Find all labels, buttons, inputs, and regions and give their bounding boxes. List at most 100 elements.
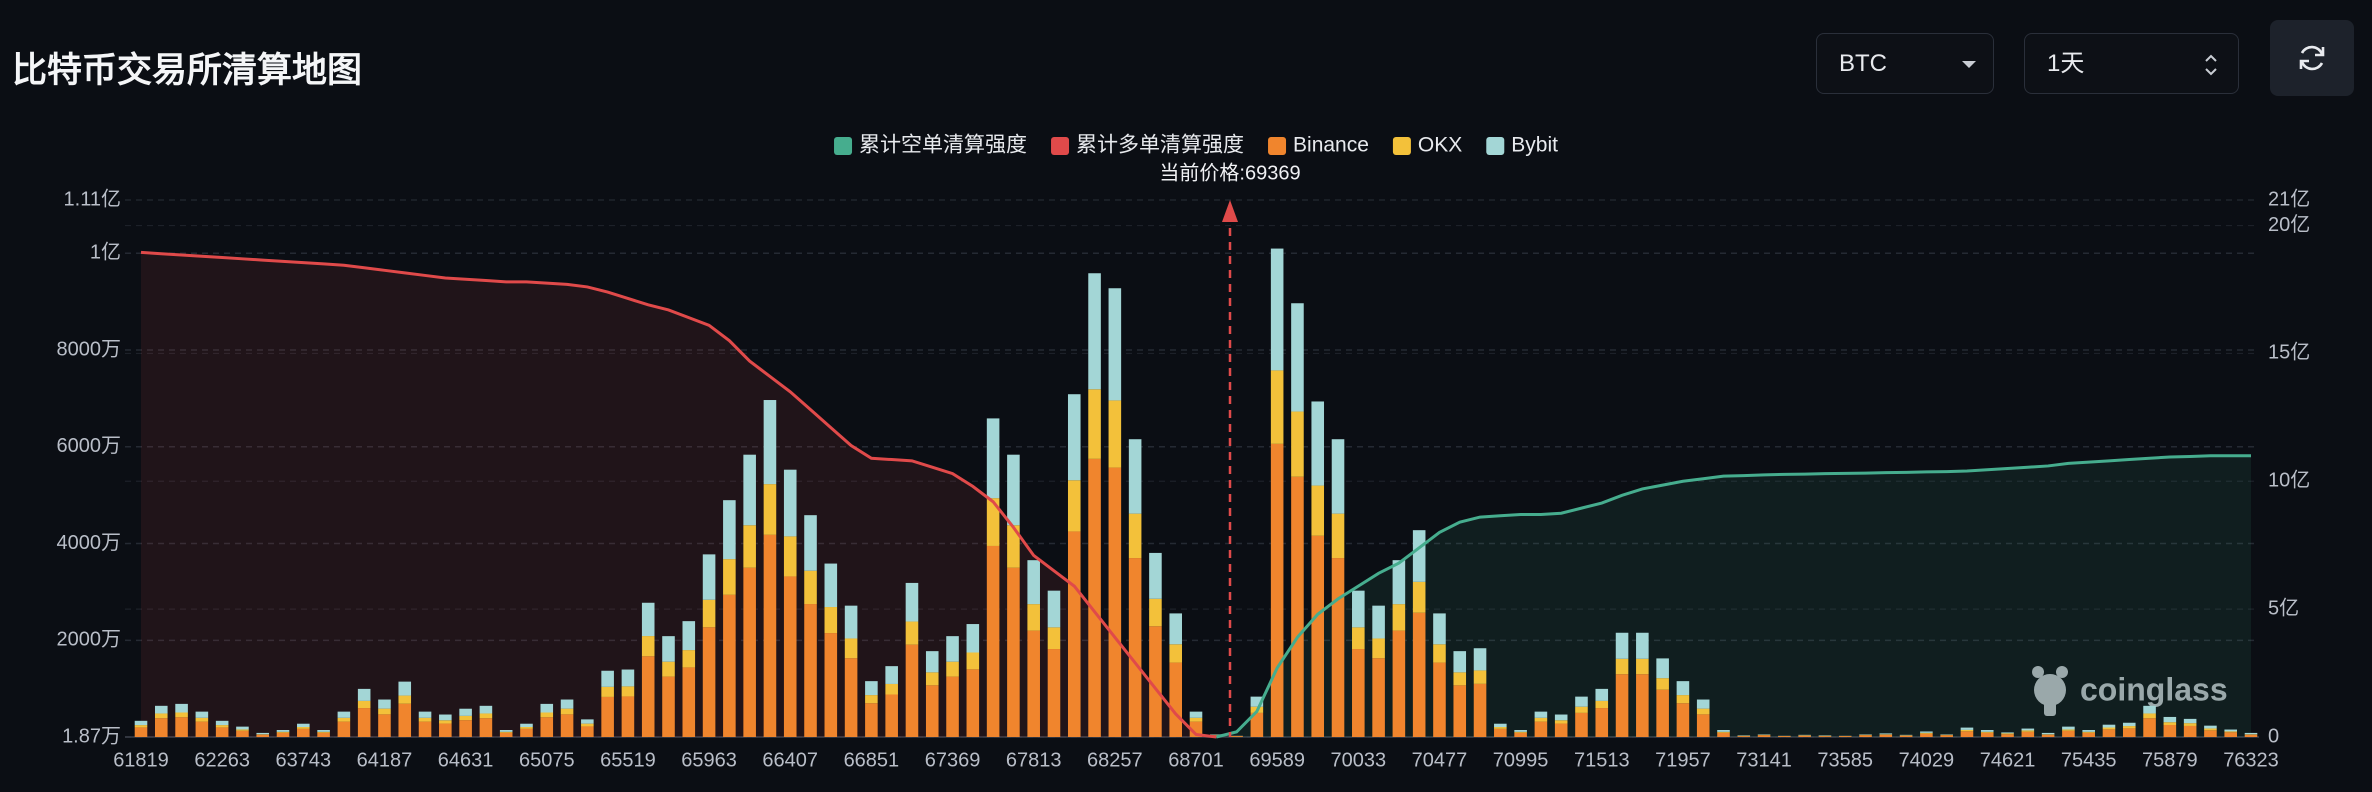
bar-segment xyxy=(601,686,614,697)
bar-segment xyxy=(763,484,777,535)
labels-layer: 1.87万 2000万 4000万 6000万 8000万 1亿 1.11亿 0 5亿 10亿 15… xyxy=(57,134,2311,772)
bar-segment xyxy=(1534,711,1548,718)
refresh-button[interactable] xyxy=(2270,20,2354,96)
bar-segment xyxy=(1067,394,1081,481)
bar-segment xyxy=(1372,605,1385,639)
bar-segment xyxy=(1270,443,1284,737)
bar-segment xyxy=(925,651,939,673)
bar-segment xyxy=(986,545,1000,737)
bar-segment xyxy=(276,730,290,732)
x-tick-label: 68701 xyxy=(1168,749,1224,771)
bar-segment xyxy=(357,700,371,709)
bar-segment xyxy=(1615,674,1629,737)
x-tick-label: 67813 xyxy=(1006,749,1062,771)
current-price-label: 当前价格:69369 xyxy=(1159,161,1300,184)
bar-segment xyxy=(378,699,391,709)
bar-segment xyxy=(1757,735,1771,737)
bar-segment xyxy=(2224,731,2238,733)
bar-segment xyxy=(2122,728,2136,737)
bar-segment xyxy=(2204,725,2217,729)
bar-segment xyxy=(804,604,817,737)
bar-segment xyxy=(2122,726,2136,729)
bar-segment xyxy=(195,721,209,737)
bar-segment xyxy=(581,719,594,724)
legend-swatch xyxy=(1392,137,1411,155)
bar-segment xyxy=(2224,732,2238,737)
bar-segment xyxy=(2244,734,2258,737)
bar-segment xyxy=(662,676,675,737)
bar-segment xyxy=(1615,632,1629,659)
bar-segment xyxy=(2062,729,2075,731)
bar-segment xyxy=(723,559,736,595)
bar-segment xyxy=(2021,728,2035,731)
bar-segment xyxy=(1980,732,1994,737)
bar-segment xyxy=(1352,649,1365,737)
watermark: coinglass xyxy=(2032,666,2228,716)
bar-segment xyxy=(702,599,716,628)
bar-segment xyxy=(1696,714,1710,737)
bar-segment xyxy=(1169,644,1183,663)
bar-segment xyxy=(1047,649,1061,737)
bar-segment xyxy=(236,730,249,737)
interval-select[interactable]: 1天 xyxy=(2024,33,2239,94)
bar-segment xyxy=(1291,476,1304,737)
bar-segment xyxy=(1352,627,1365,650)
bar-segment xyxy=(946,636,959,662)
bar-segment xyxy=(865,703,878,737)
symbol-select[interactable]: BTC xyxy=(1816,33,1994,94)
bar-segment xyxy=(2001,732,2014,734)
bar-segment xyxy=(743,567,756,737)
bar-segment xyxy=(1575,712,1588,737)
bar-segment xyxy=(986,498,1000,546)
bar-segment xyxy=(1270,370,1284,444)
bar-segment xyxy=(824,563,838,608)
bar-segment xyxy=(1250,696,1264,707)
bar-segment xyxy=(925,685,939,737)
interval-value: 1天 xyxy=(2047,50,2085,77)
page-title: 比特币交易所清算地图 xyxy=(12,51,363,90)
bar-segment xyxy=(499,731,513,733)
bar-segment xyxy=(743,454,756,526)
x-tick-label: 65075 xyxy=(519,749,575,771)
bar-segment xyxy=(1027,560,1040,605)
bar-segment xyxy=(1615,658,1629,675)
bar-segment xyxy=(763,400,777,485)
bar-segment xyxy=(398,695,412,704)
bar-segment xyxy=(1128,513,1142,559)
bar-segment xyxy=(865,695,878,704)
bar-segment xyxy=(1676,695,1690,704)
bar-segment xyxy=(1595,708,1609,737)
bar-segment xyxy=(1311,401,1325,486)
bar-segment xyxy=(723,500,736,560)
bar-segment xyxy=(520,723,533,728)
y2-tick-label: 5亿 xyxy=(2268,596,2299,619)
bar-segment xyxy=(378,714,391,737)
bar-segment xyxy=(1291,411,1304,477)
bars-layer xyxy=(134,248,2258,737)
bar-segment xyxy=(154,713,168,719)
bar-segment xyxy=(276,731,290,733)
bar-segment xyxy=(1534,717,1548,722)
bar-segment xyxy=(844,658,858,737)
bar-segment xyxy=(1514,730,1527,732)
bar-segment xyxy=(885,694,898,737)
bar-segment xyxy=(215,727,229,737)
bar-segment xyxy=(1494,728,1507,737)
bar-segment xyxy=(905,582,919,622)
bar-segment xyxy=(1311,485,1325,536)
bar-segment xyxy=(1960,729,1974,732)
bar-segment xyxy=(276,732,290,737)
bar-segment xyxy=(601,696,614,737)
bar-segment xyxy=(1189,711,1203,718)
bar-segment xyxy=(1879,734,1893,737)
bar-segment xyxy=(337,721,351,737)
x-tick-label: 75435 xyxy=(2061,749,2117,771)
bar-segment xyxy=(1230,736,1243,737)
bar-segment xyxy=(905,644,919,737)
refresh-icon xyxy=(2299,45,2325,71)
bar-segment xyxy=(1067,531,1081,737)
bar-segment xyxy=(844,638,858,659)
symbol-value: BTC xyxy=(1839,50,1887,77)
